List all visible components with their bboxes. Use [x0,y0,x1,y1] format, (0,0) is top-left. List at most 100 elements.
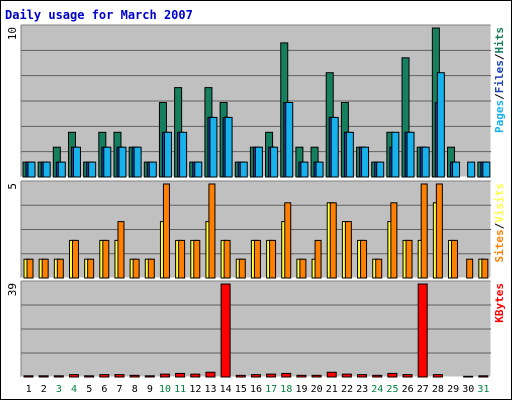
legend-pages-files-hits: Pages/Files/Hits [493,27,506,133]
x-tick-label-day-11: 11 [174,384,186,395]
bar-sites-day-31 [481,258,489,279]
bar-sites-day-16 [253,239,261,279]
bar-pages-day-15 [239,161,248,178]
bar-kbytes-day-28 [432,374,443,378]
bar-kbytes-day-25 [387,372,398,378]
legend-sites-visits: Sites/Visits [493,183,506,263]
x-tick-label-day-2: 2 [41,384,47,395]
x-tick-label-day-5: 5 [86,384,92,395]
bar-kbytes-day-2 [38,375,49,378]
x-tick-label-day-28: 28 [432,384,444,395]
bar-sites-day-6 [102,239,110,279]
bar-kbytes-day-12 [190,373,201,378]
bar-sites-day-7 [117,221,125,279]
bar-kbytes-day-24 [372,374,383,378]
bar-kbytes-day-9 [144,375,155,378]
bar-sites-day-25 [390,202,398,279]
bar-pages-day-17 [270,146,279,178]
x-tick-label-day-12: 12 [189,384,201,395]
x-tick-label-day-31: 31 [477,384,489,395]
bar-kbytes-day-6 [99,374,110,378]
bar-sites-day-18 [284,202,292,279]
bar-kbytes-day-3 [53,375,64,378]
bar-pages-day-5 [88,161,97,178]
x-tick-label-day-10: 10 [159,384,171,395]
chart-title: Daily usage for March 2007 [5,8,193,22]
bar-sites-day-22 [344,221,352,279]
x-tick-label-day-29: 29 [447,384,459,395]
x-tick-label-day-25: 25 [386,384,398,395]
x-tick-label-day-7: 7 [117,384,123,395]
bar-sites-day-2 [41,258,49,279]
bar-pages-day-11 [179,131,188,178]
bar-kbytes-day-27 [417,283,428,378]
bar-pages-day-22 [345,131,354,178]
bar-pages-day-14 [224,116,233,178]
x-tick-label-day-24: 24 [371,384,383,395]
x-tick-label-day-9: 9 [147,384,153,395]
y-axis-max-label-3: 39 [6,283,19,296]
bar-kbytes-day-17 [266,373,277,378]
bar-kbytes-day-11 [175,372,186,378]
bar-sites-day-4 [71,239,79,279]
bar-pages-day-25 [391,131,400,178]
bar-sites-day-19 [299,258,307,279]
x-tick-label-day-15: 15 [235,384,247,395]
bar-pages-day-20 [315,161,324,178]
bar-sites-day-13 [208,183,216,279]
y-axis-max-label-1: 10 [6,27,19,40]
bar-sites-day-12 [193,239,201,279]
x-tick-label-day-27: 27 [417,384,429,395]
bar-pages-day-30 [467,161,476,178]
bar-pages-day-7 [118,146,127,178]
bar-kbytes-day-8 [129,374,140,378]
bar-kbytes-day-14 [220,283,231,378]
bar-kbytes-day-21 [326,371,337,378]
x-tick-label-day-4: 4 [71,384,77,395]
bar-pages-day-4 [72,146,81,178]
bar-sites-day-30 [466,258,474,279]
x-tick-label-day-20: 20 [311,384,323,395]
bar-kbytes-day-18 [281,372,292,378]
bar-pages-day-23 [361,146,370,178]
x-tick-label-day-19: 19 [295,384,307,395]
bar-sites-day-8 [132,258,140,279]
bar-pages-day-13 [209,116,218,178]
bar-pages-day-9 [148,161,157,178]
bar-sites-day-20 [314,239,322,279]
bar-kbytes-day-26 [402,374,413,378]
bar-pages-day-2 [42,161,51,178]
bar-kbytes-day-20 [311,374,322,378]
bar-sites-day-27 [420,183,428,279]
bar-kbytes-day-7 [114,374,125,378]
bar-pages-day-19 [300,161,309,178]
bar-pages-day-16 [254,146,263,178]
bar-pages-day-26 [406,131,415,178]
bar-kbytes-day-23 [357,374,368,378]
bar-kbytes-day-22 [341,373,352,378]
bar-pages-day-18 [285,102,294,178]
bar-kbytes-day-31 [478,375,489,378]
x-tick-label-day-26: 26 [402,384,414,395]
bar-pages-day-27 [421,146,430,178]
x-tick-label-day-21: 21 [326,384,338,395]
bar-pages-day-1 [27,161,36,178]
bar-pages-day-3 [57,161,66,178]
x-tick-label-day-6: 6 [101,384,107,395]
bar-kbytes-day-4 [68,374,79,378]
bar-sites-day-15 [238,258,246,279]
bar-pages-day-12 [194,161,203,178]
x-tick-label-day-1: 1 [26,384,32,395]
bar-sites-day-9 [147,258,155,279]
bar-sites-day-21 [329,202,337,279]
bar-kbytes-day-13 [205,371,216,378]
x-tick-label-day-17: 17 [265,384,277,395]
bar-sites-day-5 [87,258,95,279]
bar-sites-day-28 [435,183,443,279]
bar-sites-day-10 [162,183,170,279]
bar-sites-day-29 [451,239,459,279]
bar-pages-day-21 [330,116,339,178]
bar-pages-day-29 [452,161,461,178]
x-tick-label-day-22: 22 [341,384,353,395]
